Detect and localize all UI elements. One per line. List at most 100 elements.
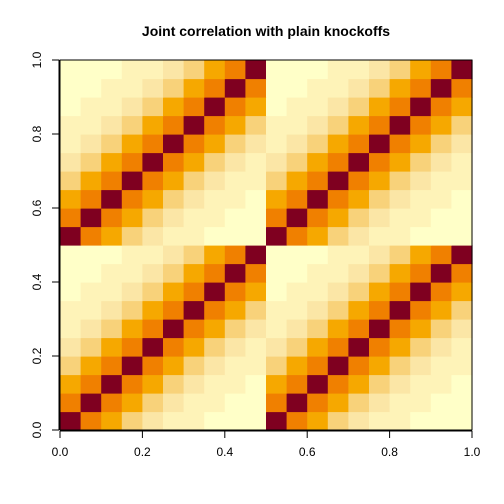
y-tick-label: 1.0 bbox=[30, 51, 44, 68]
y-tick-label: 0.0 bbox=[30, 421, 44, 438]
heatmap-cell bbox=[245, 208, 266, 227]
heatmap-cell bbox=[142, 375, 163, 394]
heatmap-cell bbox=[245, 319, 266, 338]
heatmap-cell bbox=[266, 153, 287, 172]
heatmap-cell bbox=[390, 208, 411, 227]
x-tick-label: 0.0 bbox=[52, 445, 69, 459]
heatmap-cell bbox=[81, 282, 102, 301]
heatmap-cell bbox=[60, 190, 81, 209]
heatmap-cell bbox=[410, 79, 431, 98]
heatmap-cell bbox=[122, 412, 143, 431]
heatmap-cell bbox=[287, 208, 308, 227]
heatmap-cell bbox=[81, 153, 102, 172]
heatmap-cell bbox=[328, 264, 349, 283]
heatmap-cell bbox=[410, 153, 431, 172]
heatmap-cell bbox=[307, 338, 328, 357]
heatmap-cell bbox=[142, 412, 163, 431]
heatmap-cell bbox=[122, 134, 143, 153]
heatmap-cell bbox=[163, 79, 184, 98]
heatmap-cell bbox=[225, 79, 246, 98]
heatmap-cell bbox=[328, 338, 349, 357]
heatmap-cell bbox=[122, 116, 143, 135]
heatmap-cell bbox=[266, 134, 287, 153]
heatmap-cell bbox=[410, 208, 431, 227]
heatmap-cell bbox=[266, 301, 287, 320]
heatmap-cell bbox=[204, 356, 225, 375]
heatmap-cell bbox=[142, 208, 163, 227]
heatmap-cell bbox=[225, 116, 246, 135]
heatmap-cell bbox=[307, 356, 328, 375]
heatmap-cell bbox=[348, 375, 369, 394]
heatmap-cell bbox=[369, 245, 390, 264]
heatmap-cell bbox=[390, 60, 411, 79]
heatmap-cell bbox=[163, 356, 184, 375]
heatmap-cell bbox=[410, 393, 431, 412]
heatmap-cell bbox=[163, 60, 184, 79]
heatmap-cell bbox=[60, 97, 81, 116]
heatmap-cell bbox=[390, 116, 411, 135]
heatmap-cell bbox=[266, 319, 287, 338]
heatmap-cell bbox=[307, 412, 328, 431]
heatmap-cell bbox=[184, 208, 205, 227]
heatmap-cell bbox=[184, 153, 205, 172]
heatmap-cell bbox=[266, 412, 287, 431]
heatmap-cell bbox=[225, 301, 246, 320]
heatmap-cell bbox=[348, 227, 369, 246]
heatmap-cell bbox=[101, 375, 122, 394]
heatmap-cell bbox=[266, 245, 287, 264]
heatmap-cell bbox=[122, 264, 143, 283]
heatmap-cell bbox=[369, 282, 390, 301]
heatmap-cell bbox=[431, 338, 452, 357]
heatmap-cell bbox=[225, 134, 246, 153]
heatmap-cell bbox=[184, 393, 205, 412]
heatmap-cell bbox=[390, 190, 411, 209]
heatmap-cell bbox=[307, 264, 328, 283]
heatmap-cell bbox=[184, 301, 205, 320]
y-tick-label: 0.8 bbox=[30, 125, 44, 142]
heatmap-cell bbox=[451, 338, 472, 357]
heatmap-cell bbox=[451, 60, 472, 79]
heatmap-cell bbox=[266, 97, 287, 116]
heatmap-cell bbox=[60, 60, 81, 79]
heatmap-cell bbox=[451, 264, 472, 283]
heatmap-cell bbox=[287, 412, 308, 431]
heatmap-cell bbox=[245, 375, 266, 394]
heatmap-cell bbox=[245, 412, 266, 431]
heatmap-cell bbox=[410, 264, 431, 283]
heatmap-cell bbox=[204, 412, 225, 431]
heatmap-cell bbox=[245, 301, 266, 320]
heatmap-cell bbox=[163, 116, 184, 135]
heatmap-cell bbox=[245, 227, 266, 246]
heatmap-cell bbox=[307, 319, 328, 338]
heatmap-cell bbox=[204, 208, 225, 227]
chart-title: Joint correlation with plain knockoffs bbox=[142, 23, 390, 39]
heatmap-cell bbox=[307, 393, 328, 412]
heatmap-cell bbox=[204, 153, 225, 172]
heatmap-cell bbox=[184, 356, 205, 375]
heatmap-cell bbox=[60, 264, 81, 283]
heatmap-cell bbox=[369, 356, 390, 375]
heatmap-cell bbox=[81, 338, 102, 357]
heatmap-cell bbox=[245, 282, 266, 301]
heatmap-cell bbox=[410, 60, 431, 79]
heatmap-cell bbox=[287, 245, 308, 264]
heatmap-cell bbox=[204, 116, 225, 135]
heatmap-cell bbox=[184, 116, 205, 135]
heatmap-cell bbox=[163, 208, 184, 227]
heatmap-cell bbox=[451, 227, 472, 246]
heatmap-cell bbox=[142, 79, 163, 98]
heatmap-cell bbox=[81, 227, 102, 246]
heatmap-cell bbox=[348, 134, 369, 153]
heatmap-cell bbox=[307, 282, 328, 301]
heatmap-cell bbox=[307, 153, 328, 172]
heatmap-cell bbox=[431, 97, 452, 116]
heatmap-cell bbox=[431, 171, 452, 190]
heatmap-cell bbox=[204, 245, 225, 264]
heatmap-cell bbox=[369, 301, 390, 320]
heatmap-cell bbox=[287, 301, 308, 320]
heatmap-cell bbox=[101, 245, 122, 264]
heatmap-cell bbox=[266, 79, 287, 98]
heatmap-cell bbox=[287, 190, 308, 209]
heatmap-cell bbox=[348, 393, 369, 412]
heatmap-cell bbox=[204, 227, 225, 246]
